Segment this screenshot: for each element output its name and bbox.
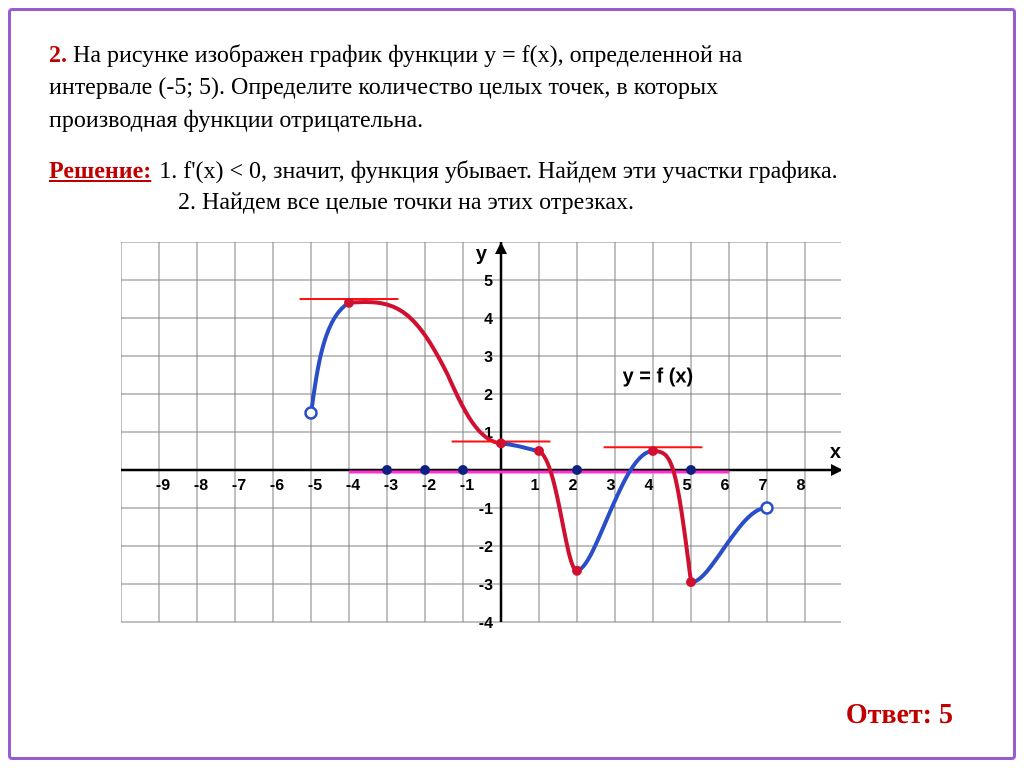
svg-text:-1: -1 [460,477,474,494]
svg-text:y: y [476,243,488,265]
svg-text:x: x [830,441,841,463]
svg-text:5: 5 [683,477,692,494]
svg-text:-9: -9 [156,477,170,494]
svg-text:-4: -4 [479,615,493,632]
svg-text:-7: -7 [232,477,246,494]
answer-label: Ответ: 5 [846,699,953,731]
svg-text:1: 1 [531,477,540,494]
svg-text:-5: -5 [308,477,322,494]
function-chart: xy-9-8-7-6-5-4-3-2-112345678-4-3-2-11234… [121,242,975,647]
svg-text:y = f (x): y = f (x) [623,366,694,388]
svg-text:3: 3 [607,477,616,494]
svg-text:4: 4 [645,477,654,494]
svg-text:4: 4 [484,311,493,328]
svg-text:-3: -3 [384,477,398,494]
problem-number: 2. [49,42,67,68]
svg-text:-1: -1 [479,501,493,518]
svg-text:-2: -2 [479,539,493,556]
svg-text:6: 6 [721,477,730,494]
svg-text:5: 5 [484,273,493,290]
problem-text: 2. На рисунке изображен график функции y… [49,39,975,136]
solution-label: Решение: [49,158,151,185]
svg-text:-2: -2 [422,477,436,494]
solution-step-2: 2. Найдем все целые точки на этих отрезк… [178,189,975,216]
svg-text:2: 2 [569,477,578,494]
svg-text:-8: -8 [194,477,208,494]
svg-text:8: 8 [797,477,806,494]
svg-text:-3: -3 [479,577,493,594]
svg-text:3: 3 [484,349,493,366]
svg-text:-6: -6 [270,477,284,494]
svg-text:-4: -4 [346,477,360,494]
svg-text:2: 2 [484,387,493,404]
solution-step-1: Решение: 1. f'(x) < 0, значит, функция у… [49,158,975,185]
svg-text:7: 7 [759,477,768,494]
